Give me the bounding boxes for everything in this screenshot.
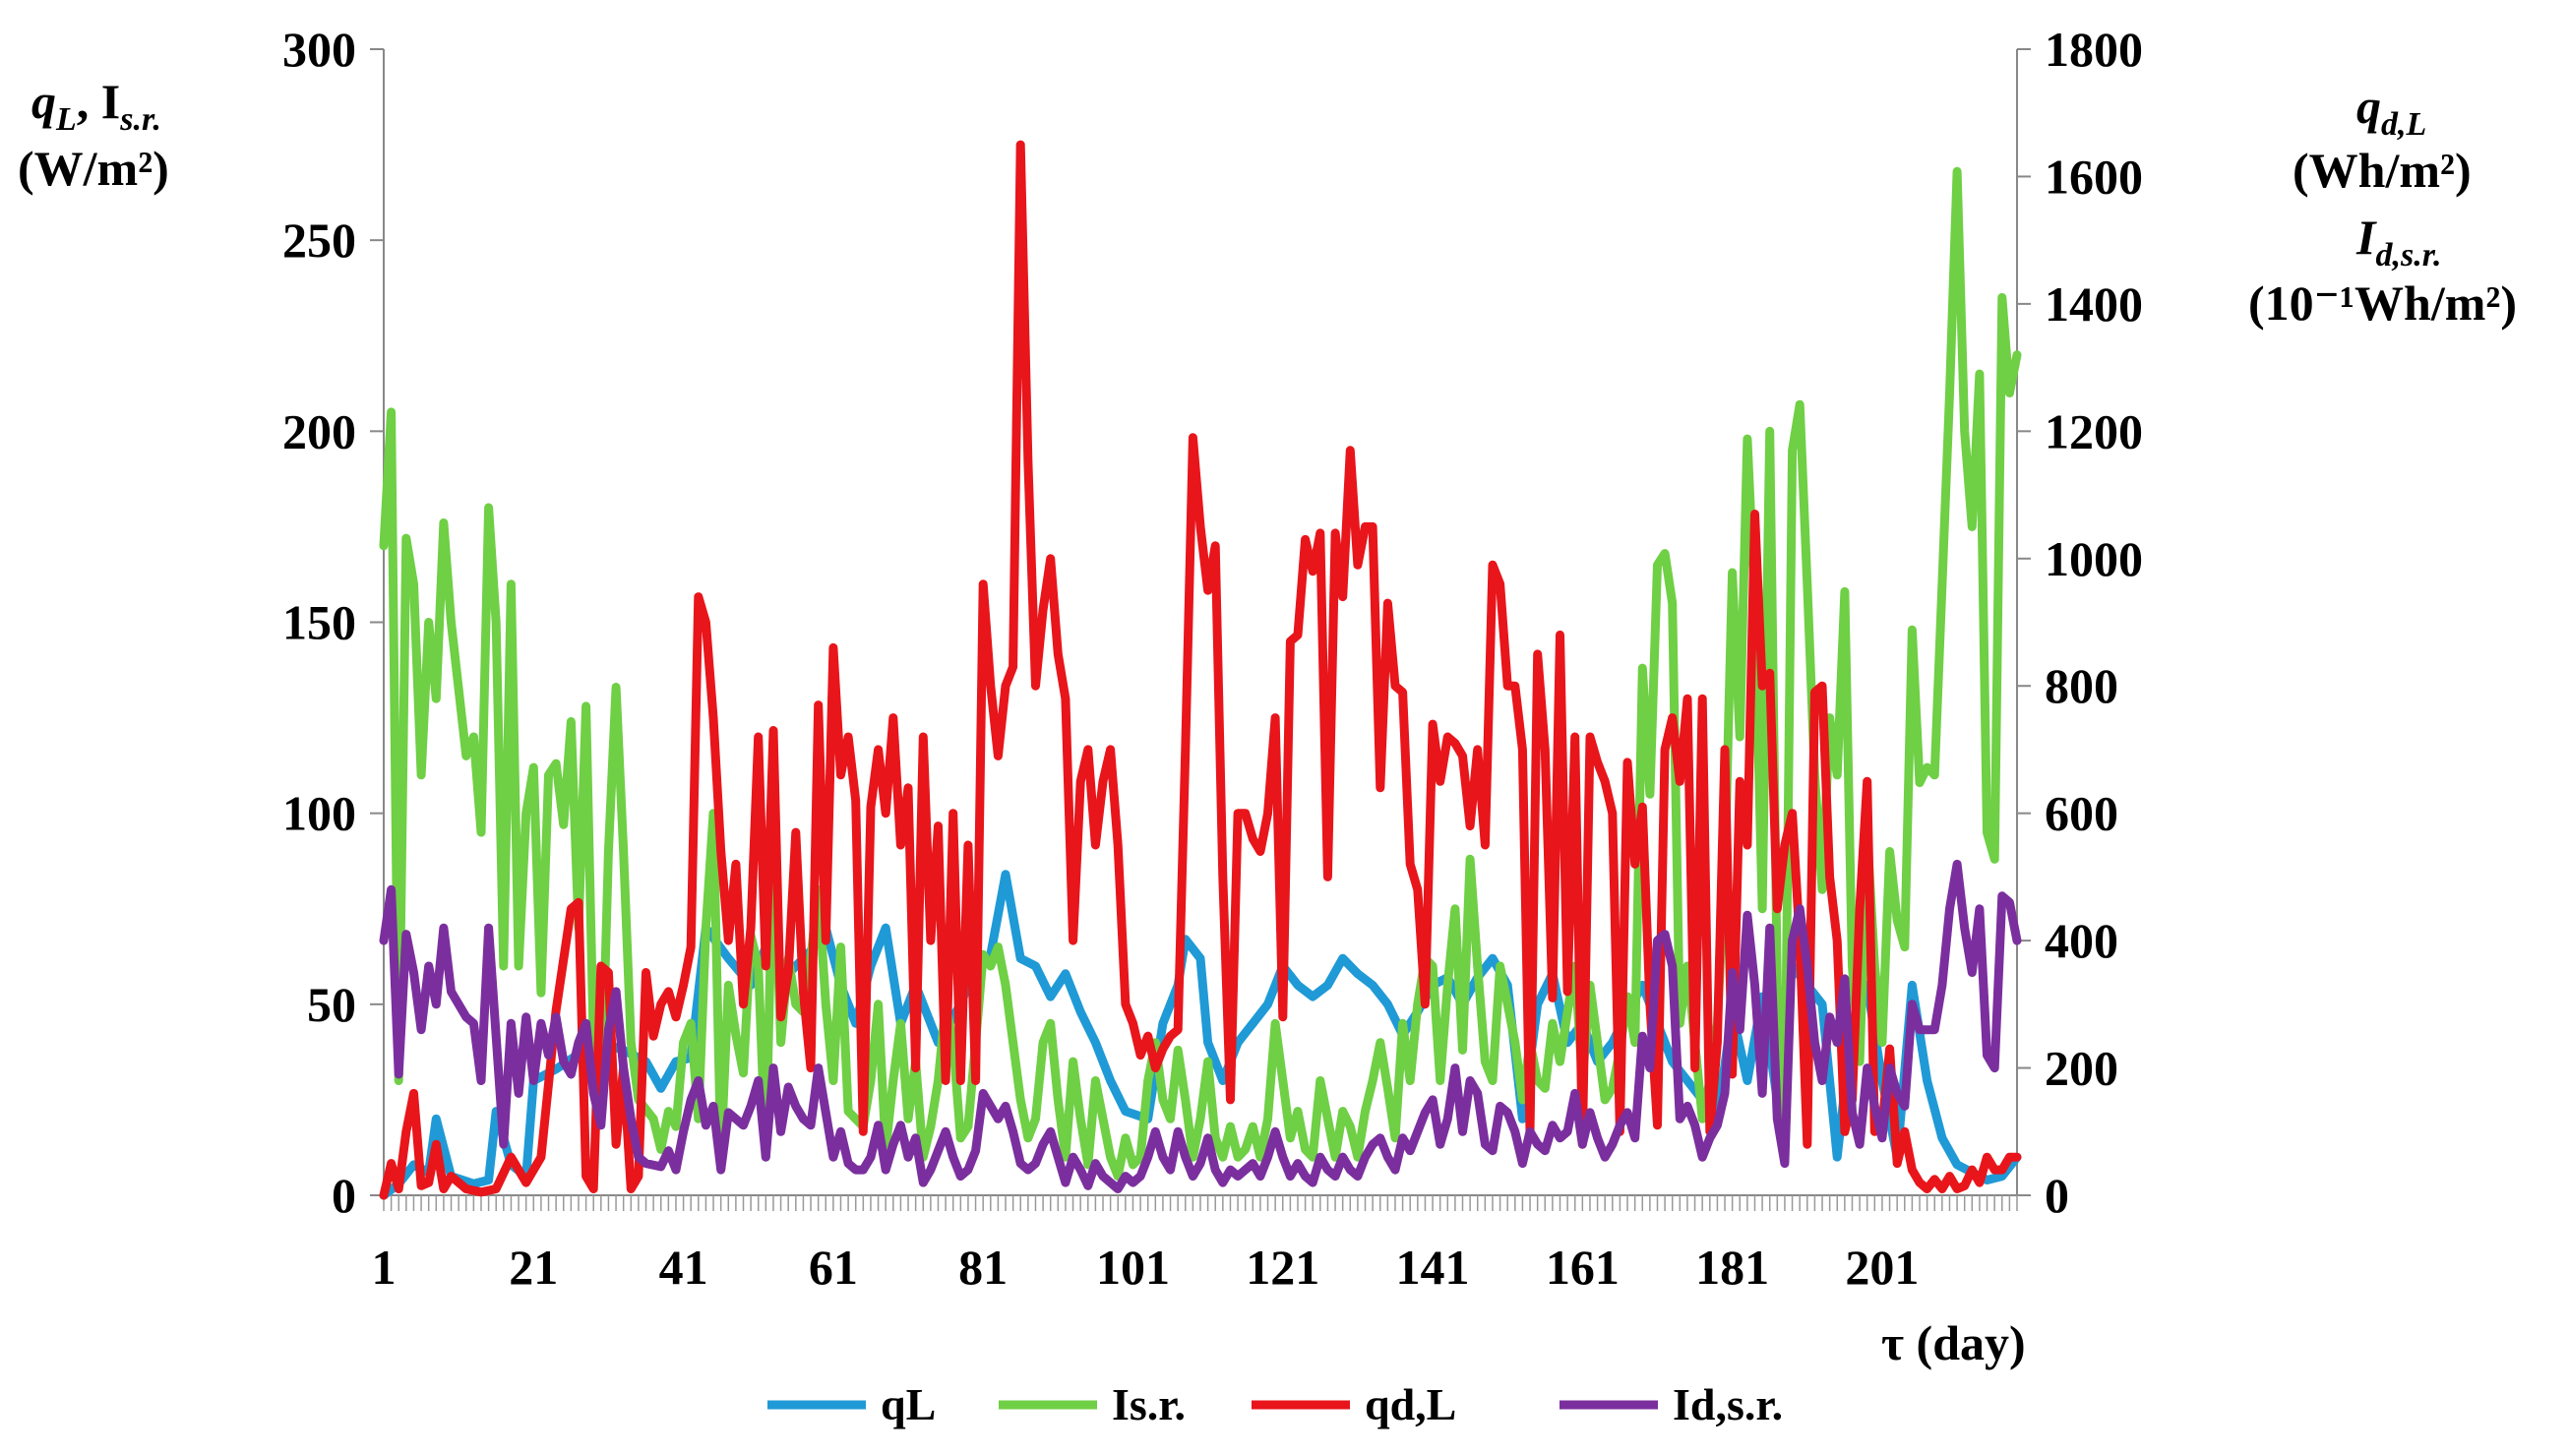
right-tick-label: 400 (2045, 913, 2118, 968)
left-tick-label: 150 (282, 595, 356, 650)
x-tick-label: 41 (659, 1240, 708, 1295)
right-tick-label: 200 (2045, 1041, 2118, 1096)
x-tick-label: 141 (1396, 1240, 1470, 1295)
legend-label-3: Id,s.r. (1673, 1379, 1783, 1429)
right-axis-unit-qdl: (Wh/m²) (2293, 143, 2472, 198)
right-axis-unit-idsr: (10⁻¹Wh/m²) (2248, 275, 2517, 331)
left-tick-label: 250 (282, 212, 356, 268)
left-tick-label: 0 (332, 1168, 356, 1223)
right-tick-labels: 0 200 400 600 800 1000 1200 1400 1600 1800 (2045, 22, 2143, 1223)
x-tick-label: 161 (1546, 1240, 1620, 1295)
tick-marks (370, 48, 2031, 1211)
x-axis-title: τ (day) (1881, 1315, 2026, 1370)
right-tick-label: 1200 (2045, 403, 2143, 458)
x-tick-label: 61 (809, 1240, 858, 1295)
left-tick-label: 300 (282, 22, 356, 77)
right-tick-label: 1800 (2045, 22, 2143, 77)
right-tick-label: 1600 (2045, 149, 2143, 204)
right-tick-label: 1000 (2045, 531, 2143, 586)
x-tick-label: 101 (1096, 1240, 1170, 1295)
legend-label-0: qL (881, 1379, 936, 1429)
x-tick-label: 81 (958, 1240, 1008, 1295)
series-lines (379, 140, 2022, 1200)
series-line-1 (379, 166, 2022, 1182)
right-tick-label: 1400 (2045, 276, 2143, 332)
left-tick-label: 50 (307, 977, 356, 1032)
right-tick-label: 600 (2045, 786, 2118, 841)
x-tick-label: 1 (372, 1240, 397, 1295)
left-tick-label: 200 (282, 403, 356, 458)
right-tick-label: 800 (2045, 658, 2118, 713)
x-tick-label: 201 (1845, 1240, 1919, 1295)
legend-label-1: Is.r. (1112, 1379, 1186, 1429)
right-axis-title-idsr: Id,s.r. (2355, 210, 2442, 273)
left-tick-label: 100 (282, 786, 356, 841)
x-tick-label: 181 (1695, 1240, 1769, 1295)
left-axis-title: qL, Is.r. (31, 74, 161, 138)
x-tick-labels: 1 21 41 61 81 101 121 141 161 181 201 (372, 1240, 1920, 1295)
legend: qL Is.r. qd,L Id,s.r. (767, 1379, 1783, 1429)
x-tick-label: 121 (1246, 1240, 1319, 1295)
left-axis-unit: (W/m²) (18, 141, 169, 196)
series-line-3 (379, 859, 2022, 1193)
right-axis-title-qdl: qd,L (2356, 79, 2426, 143)
x-tick-label: 21 (509, 1240, 558, 1295)
left-tick-labels: 0 50 100 150 200 250 300 (282, 22, 356, 1223)
right-tick-label: 0 (2045, 1168, 2069, 1223)
series-line-2 (379, 140, 2022, 1200)
legend-label-2: qd,L (1365, 1379, 1456, 1429)
